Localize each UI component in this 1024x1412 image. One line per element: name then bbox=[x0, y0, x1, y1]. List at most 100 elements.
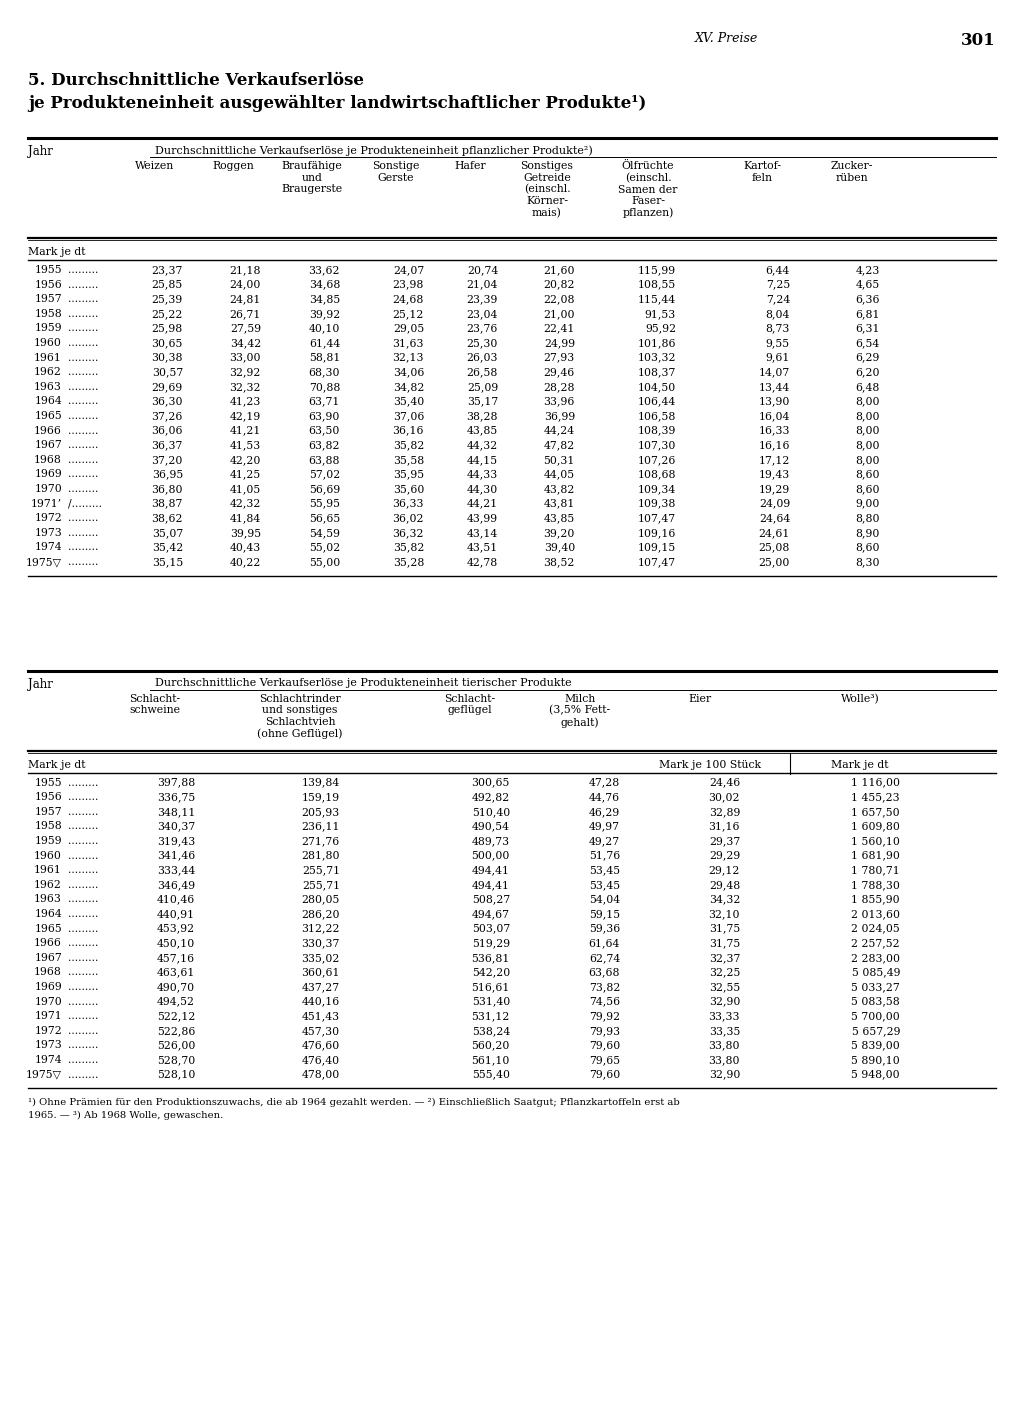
Text: 41,84: 41,84 bbox=[229, 513, 261, 524]
Text: 397,88: 397,88 bbox=[157, 778, 195, 788]
Text: 106,58: 106,58 bbox=[638, 411, 676, 421]
Text: 340,37: 340,37 bbox=[157, 822, 195, 832]
Text: 6,48: 6,48 bbox=[856, 381, 880, 391]
Text: 410,46: 410,46 bbox=[157, 894, 195, 905]
Text: 5. Durchschnittliche Verkaufserlöse: 5. Durchschnittliche Verkaufserlöse bbox=[28, 72, 364, 89]
Text: 5 085,49: 5 085,49 bbox=[852, 967, 900, 977]
Text: 32,13: 32,13 bbox=[392, 353, 424, 363]
Text: 40,43: 40,43 bbox=[229, 542, 261, 552]
Text: 26,71: 26,71 bbox=[229, 309, 261, 319]
Text: 44,30: 44,30 bbox=[467, 484, 498, 494]
Text: 516,61: 516,61 bbox=[472, 981, 510, 993]
Text: 560,20: 560,20 bbox=[472, 1041, 510, 1051]
Text: 463,61: 463,61 bbox=[157, 967, 195, 977]
Text: 108,39: 108,39 bbox=[638, 425, 676, 435]
Text: 47,82: 47,82 bbox=[544, 441, 575, 450]
Text: 1959: 1959 bbox=[35, 323, 62, 333]
Text: 24,46: 24,46 bbox=[709, 778, 740, 788]
Text: 25,12: 25,12 bbox=[392, 309, 424, 319]
Text: 63,50: 63,50 bbox=[308, 425, 340, 435]
Text: 41,53: 41,53 bbox=[229, 441, 261, 450]
Text: 333,44: 333,44 bbox=[157, 866, 195, 875]
Text: 8,00: 8,00 bbox=[855, 411, 880, 421]
Text: 34,32: 34,32 bbox=[709, 894, 740, 905]
Text: 271,76: 271,76 bbox=[302, 836, 340, 846]
Text: 40,22: 40,22 bbox=[229, 556, 261, 568]
Text: .........: ......... bbox=[68, 997, 98, 1007]
Text: 8,73: 8,73 bbox=[766, 323, 790, 333]
Text: 1965: 1965 bbox=[34, 923, 62, 933]
Text: 1961: 1961 bbox=[34, 353, 62, 363]
Text: 41,21: 41,21 bbox=[229, 425, 261, 435]
Text: 24,00: 24,00 bbox=[229, 280, 261, 289]
Text: 1 657,50: 1 657,50 bbox=[851, 806, 900, 816]
Text: 35,82: 35,82 bbox=[392, 542, 424, 552]
Text: 16,04: 16,04 bbox=[759, 411, 790, 421]
Text: Ölfrüchte
(einschl.
Samen der
Faser-
pflanzen): Ölfrüchte (einschl. Samen der Faser- pfl… bbox=[618, 161, 678, 219]
Text: 8,00: 8,00 bbox=[855, 455, 880, 465]
Text: 360,61: 360,61 bbox=[301, 967, 340, 977]
Text: .........: ......... bbox=[68, 938, 98, 949]
Text: 1969: 1969 bbox=[34, 469, 62, 480]
Text: 56,65: 56,65 bbox=[309, 513, 340, 524]
Text: Wolle³): Wolle³) bbox=[841, 693, 880, 705]
Text: Schlacht-
geflügel: Schlacht- geflügel bbox=[444, 693, 496, 716]
Text: 38,28: 38,28 bbox=[467, 411, 498, 421]
Text: 54,04: 54,04 bbox=[589, 894, 620, 905]
Text: 20,74: 20,74 bbox=[467, 265, 498, 275]
Text: 561,10: 561,10 bbox=[472, 1055, 510, 1065]
Text: 42,19: 42,19 bbox=[229, 411, 261, 421]
Text: 536,81: 536,81 bbox=[472, 953, 510, 963]
Text: 36,30: 36,30 bbox=[152, 397, 183, 407]
Text: 31,75: 31,75 bbox=[709, 938, 740, 949]
Text: .........: ......... bbox=[68, 1025, 98, 1036]
Text: 32,37: 32,37 bbox=[709, 953, 740, 963]
Text: 531,40: 531,40 bbox=[472, 997, 510, 1007]
Text: .........: ......... bbox=[68, 1070, 98, 1080]
Text: 107,47: 107,47 bbox=[638, 513, 676, 524]
Text: 1961: 1961 bbox=[34, 866, 62, 875]
Text: 43,85: 43,85 bbox=[467, 425, 498, 435]
Text: 526,00: 526,00 bbox=[157, 1041, 195, 1051]
Text: 1 560,10: 1 560,10 bbox=[851, 836, 900, 846]
Text: 1967: 1967 bbox=[34, 441, 62, 450]
Text: 159,19: 159,19 bbox=[302, 792, 340, 802]
Text: 40,10: 40,10 bbox=[308, 323, 340, 333]
Text: 79,60: 79,60 bbox=[589, 1041, 620, 1051]
Text: 4,23: 4,23 bbox=[856, 265, 880, 275]
Text: 1 780,71: 1 780,71 bbox=[851, 866, 900, 875]
Text: 29,69: 29,69 bbox=[152, 381, 183, 391]
Text: 32,10: 32,10 bbox=[709, 909, 740, 919]
Text: 34,68: 34,68 bbox=[308, 280, 340, 289]
Text: 531,12: 531,12 bbox=[472, 1011, 510, 1021]
Text: 24,99: 24,99 bbox=[544, 337, 575, 347]
Text: 43,85: 43,85 bbox=[544, 513, 575, 524]
Text: .........: ......... bbox=[68, 894, 98, 905]
Text: 20,82: 20,82 bbox=[544, 280, 575, 289]
Text: 336,75: 336,75 bbox=[157, 792, 195, 802]
Text: 500,00: 500,00 bbox=[472, 850, 510, 860]
Text: Mark je dt: Mark je dt bbox=[28, 760, 85, 770]
Text: 457,30: 457,30 bbox=[302, 1025, 340, 1036]
Text: 44,15: 44,15 bbox=[467, 455, 498, 465]
Text: 25,08: 25,08 bbox=[759, 542, 790, 552]
Text: Mark je dt: Mark je dt bbox=[831, 760, 889, 770]
Text: 6,81: 6,81 bbox=[855, 309, 880, 319]
Text: 528,70: 528,70 bbox=[157, 1055, 195, 1065]
Text: 63,82: 63,82 bbox=[308, 441, 340, 450]
Text: .........: ......... bbox=[68, 528, 98, 538]
Text: 2 024,05: 2 024,05 bbox=[851, 923, 900, 933]
Text: .........: ......... bbox=[68, 1041, 98, 1051]
Text: 33,80: 33,80 bbox=[709, 1041, 740, 1051]
Text: 25,00: 25,00 bbox=[759, 556, 790, 568]
Text: 510,40: 510,40 bbox=[472, 806, 510, 816]
Text: 44,76: 44,76 bbox=[589, 792, 620, 802]
Text: 286,20: 286,20 bbox=[301, 909, 340, 919]
Text: 63,71: 63,71 bbox=[308, 397, 340, 407]
Text: .........: ......... bbox=[68, 397, 98, 407]
Text: .........: ......... bbox=[68, 792, 98, 802]
Text: 115,99: 115,99 bbox=[638, 265, 676, 275]
Text: 1 855,90: 1 855,90 bbox=[851, 894, 900, 905]
Text: 32,55: 32,55 bbox=[709, 981, 740, 993]
Text: 26,03: 26,03 bbox=[467, 353, 498, 363]
